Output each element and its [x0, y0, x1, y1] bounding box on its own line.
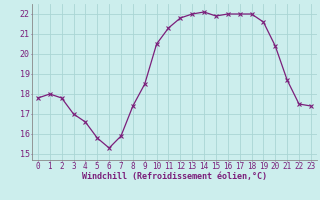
X-axis label: Windchill (Refroidissement éolien,°C): Windchill (Refroidissement éolien,°C)	[82, 172, 267, 181]
